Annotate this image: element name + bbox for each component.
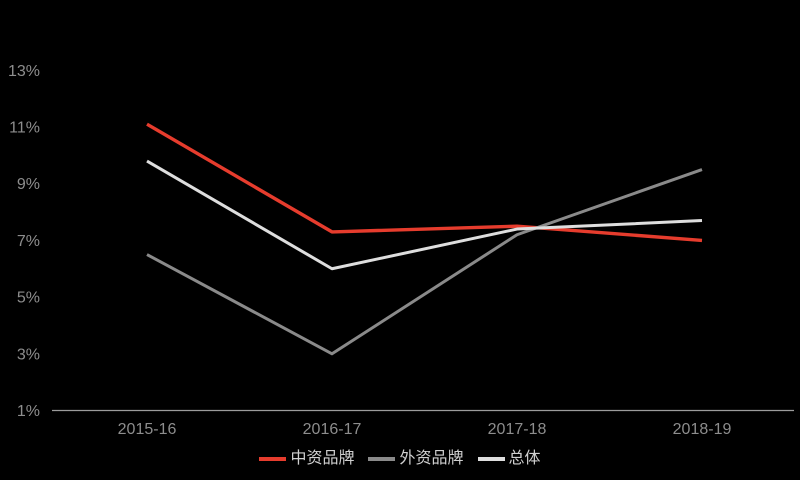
x-axis-tick-label: 2017-18 bbox=[488, 421, 547, 438]
chart-legend: 中资品牌 外资品牌 总体 bbox=[0, 449, 800, 469]
y-axis-tick-label: 11% bbox=[9, 120, 40, 137]
legend-label: 中资品牌 bbox=[290, 450, 355, 467]
y-axis-tick-label: 7% bbox=[17, 233, 40, 250]
legend-item-zhongzi-pinpai[interactable]: 中资品牌 bbox=[259, 449, 354, 469]
y-axis-tick-label: 1% bbox=[17, 403, 40, 420]
y-axis-tick-label: 13% bbox=[8, 63, 40, 80]
x-axis-tick-label: 2016-17 bbox=[303, 421, 362, 438]
legend-label: 总体 bbox=[508, 450, 541, 467]
series-line-2[interactable] bbox=[146, 159, 703, 271]
x-axis-tick-label: 2018-19 bbox=[673, 421, 732, 438]
legend-label: 外资品牌 bbox=[399, 450, 464, 467]
y-axis-tick-label: 3% bbox=[17, 346, 40, 363]
y-axis-tick-label: 9% bbox=[17, 176, 40, 193]
series-line-0[interactable] bbox=[146, 122, 703, 243]
y-axis-tick-label: 5% bbox=[17, 290, 40, 307]
legend-line-swatch-red bbox=[259, 457, 287, 461]
series-line-1[interactable] bbox=[146, 168, 703, 356]
legend-line-swatch-white bbox=[477, 457, 505, 461]
x-axis-tick-label: 2015-16 bbox=[118, 421, 177, 438]
legend-item-waizi-pinpai[interactable]: 外资品牌 bbox=[368, 449, 464, 469]
legend-line-swatch-gray bbox=[368, 457, 396, 461]
legend-item-zongti[interactable]: 总体 bbox=[477, 449, 541, 469]
